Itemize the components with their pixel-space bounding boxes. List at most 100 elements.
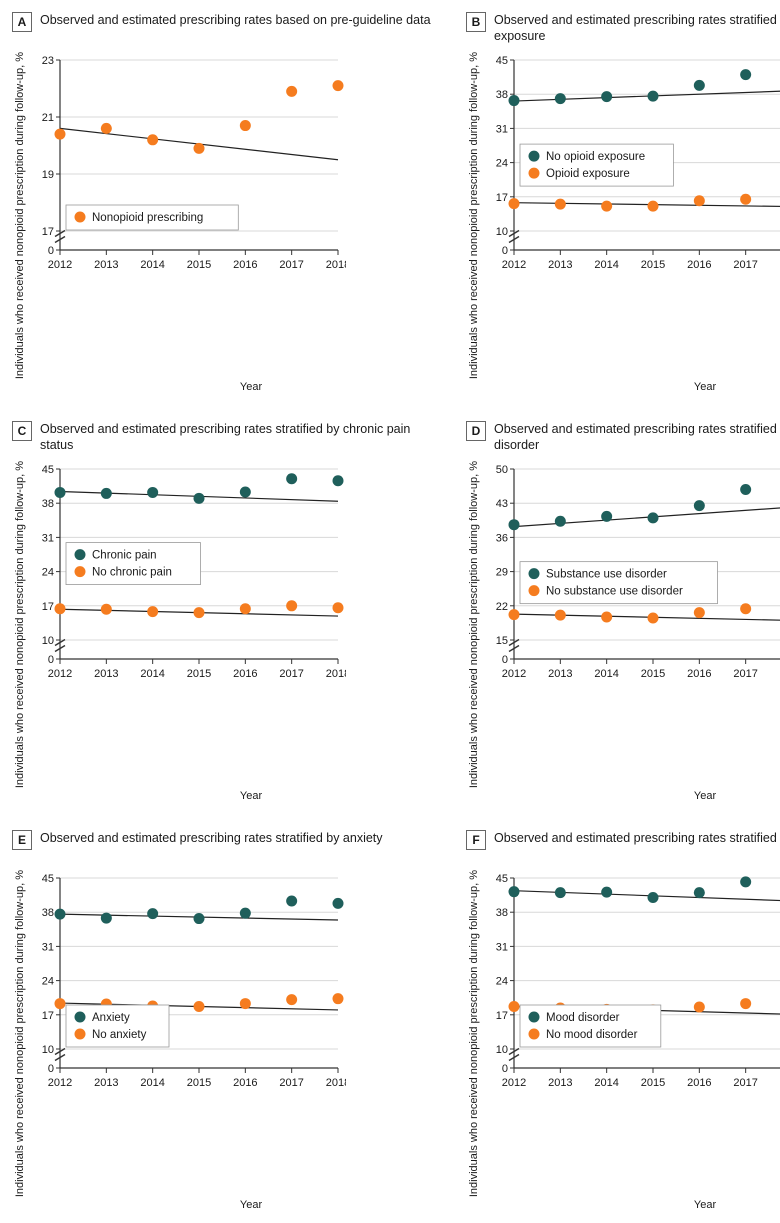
panel-header: FObserved and estimated prescribing rate… [466, 830, 780, 864]
x-axis-label: Year [514, 790, 780, 802]
x-tick-label: 2012 [48, 668, 72, 680]
y-tick-label: 10 [42, 635, 54, 647]
data-marker [648, 613, 659, 624]
x-tick-label: 2013 [94, 668, 118, 680]
legend-label: No anxiety [92, 1029, 147, 1041]
data-marker [101, 604, 112, 615]
data-marker [694, 1002, 705, 1013]
x-axis-label: Year [60, 1199, 442, 1211]
data-marker [240, 487, 251, 498]
y-tick-label: 17 [496, 192, 508, 204]
trend-line [514, 891, 780, 901]
y-axis-label: Individuals who received nonopioid presc… [466, 52, 480, 379]
x-tick-label: 2015 [641, 1077, 665, 1089]
data-marker [509, 519, 520, 530]
y-tick-label: 36 [496, 533, 508, 545]
x-tick-label: 2014 [594, 668, 618, 680]
data-marker [555, 516, 566, 527]
data-marker [694, 80, 705, 91]
data-marker [240, 603, 251, 614]
x-tick-label: 2012 [502, 1077, 526, 1089]
data-marker [509, 198, 520, 209]
y-axis-label: Individuals who received nonopioid presc… [12, 870, 26, 1197]
data-marker [286, 600, 297, 611]
y-axis-label: Individuals who received nonopioid presc… [12, 461, 26, 788]
data-marker [601, 201, 612, 212]
chart-svg: 0101724313845201220132014201520162017201… [480, 52, 780, 282]
y-tick-label: 24 [496, 158, 508, 170]
data-marker [648, 201, 659, 212]
chart-svg: 0101724313845201220132014201520162017201… [26, 870, 346, 1100]
panel-letter: F [466, 830, 486, 850]
panel-title: Observed and estimated prescribing rates… [494, 421, 780, 454]
y-tick-label: 38 [496, 89, 508, 101]
y-tick-label: 17 [42, 601, 54, 613]
chart-grid: AObserved and estimated prescribing rate… [12, 12, 768, 1211]
data-marker [509, 1001, 520, 1012]
data-marker [286, 994, 297, 1005]
x-tick-label: 2012 [502, 668, 526, 680]
x-tick-label: 2015 [187, 1077, 211, 1089]
y-tick-label: 38 [42, 907, 54, 919]
y-tick-label: 45 [496, 55, 508, 67]
x-tick-label: 2018 [326, 668, 346, 680]
legend-label: No substance use disorder [546, 586, 683, 598]
x-tick-label: 2013 [548, 668, 572, 680]
data-marker [601, 91, 612, 102]
y-tick-label: 45 [42, 873, 54, 885]
panel-header: EObserved and estimated prescribing rate… [12, 830, 442, 864]
panel-header: DObserved and estimated prescribing rate… [466, 421, 780, 455]
y-tick-label: 17 [496, 1010, 508, 1022]
data-marker [55, 998, 66, 1009]
data-marker [333, 80, 344, 91]
legend-label: Chronic pain [92, 550, 157, 562]
chart-wrap: Individuals who received nonopioid presc… [12, 461, 442, 788]
y-tick-label: 19 [42, 169, 54, 181]
y-tick-label: 10 [42, 1044, 54, 1056]
legend-marker [75, 549, 86, 560]
legend-marker [529, 151, 540, 162]
y-tick-label: 43 [496, 498, 508, 510]
legend-marker [75, 1029, 86, 1040]
y-tick-label: 10 [496, 226, 508, 238]
x-tick-label: 2017 [279, 1077, 303, 1089]
y-tick-label: 0 [502, 654, 508, 666]
chart-wrap: Individuals who received nonopioid presc… [466, 461, 780, 788]
data-marker [740, 194, 751, 205]
x-tick-label: 2016 [687, 1077, 711, 1089]
y-tick-label: 24 [496, 976, 508, 988]
data-marker [101, 123, 112, 134]
chart-panel: EObserved and estimated prescribing rate… [12, 830, 442, 1211]
data-marker [509, 95, 520, 106]
data-marker [55, 603, 66, 614]
data-marker [194, 143, 205, 154]
chart-svg: 0101724313845201220132014201520162017201… [480, 870, 780, 1100]
legend-label: No opioid exposure [546, 151, 645, 163]
data-marker [740, 877, 751, 888]
x-tick-label: 2018 [326, 1077, 346, 1089]
data-marker [740, 998, 751, 1009]
x-tick-label: 2015 [187, 668, 211, 680]
panel-title: Observed and estimated prescribing rates… [40, 12, 431, 28]
data-marker [194, 607, 205, 618]
trend-line [514, 91, 780, 101]
data-marker [240, 908, 251, 919]
panel-title: Observed and estimated prescribing rates… [40, 830, 383, 846]
x-tick-label: 2014 [594, 259, 618, 271]
x-tick-label: 2017 [279, 259, 303, 271]
x-tick-label: 2016 [233, 259, 257, 271]
legend-marker [75, 212, 86, 223]
x-tick-label: 2018 [326, 259, 346, 271]
data-marker [333, 475, 344, 486]
legend-marker [529, 585, 540, 596]
panel-letter: B [466, 12, 486, 32]
x-axis-label: Year [60, 790, 442, 802]
legend-marker [529, 1029, 540, 1040]
data-marker [694, 500, 705, 511]
x-tick-label: 2013 [548, 1077, 572, 1089]
data-marker [648, 892, 659, 903]
trend-line [514, 507, 780, 527]
chart-panel: AObserved and estimated prescribing rate… [12, 12, 442, 393]
data-marker [601, 887, 612, 898]
y-tick-label: 23 [42, 55, 54, 67]
